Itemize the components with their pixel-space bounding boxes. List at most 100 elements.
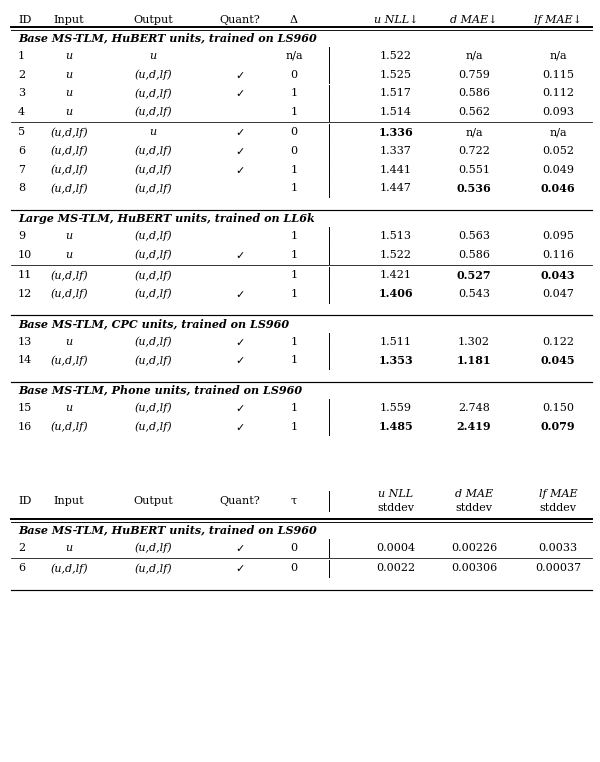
Text: $\checkmark$: $\checkmark$ — [235, 337, 245, 347]
Text: 1.441: 1.441 — [380, 165, 412, 174]
Text: $\checkmark$: $\checkmark$ — [235, 289, 245, 299]
Text: 2: 2 — [18, 69, 25, 79]
Text: 4: 4 — [18, 107, 25, 117]
Text: 1: 1 — [290, 421, 298, 431]
Text: 1: 1 — [290, 165, 298, 174]
Text: 0.046: 0.046 — [541, 183, 575, 194]
Text: 0.095: 0.095 — [542, 231, 574, 241]
Text: Δ: Δ — [290, 14, 298, 25]
Text: lf MAE↓: lf MAE↓ — [534, 14, 582, 25]
Text: 7: 7 — [18, 165, 25, 174]
Text: ID: ID — [18, 496, 31, 506]
Text: τ: τ — [291, 496, 297, 506]
Text: (u,d,lf): (u,d,lf) — [50, 183, 88, 194]
Text: 5: 5 — [18, 127, 25, 137]
Text: (u,d,lf): (u,d,lf) — [134, 421, 172, 432]
Text: lf MAE: lf MAE — [539, 489, 577, 499]
Text: u NLL↓: u NLL↓ — [374, 14, 418, 25]
Text: stddev: stddev — [455, 503, 493, 514]
Text: 0.0033: 0.0033 — [538, 543, 578, 553]
Text: Base MS-TLM, HuBERT units, trained on LS960: Base MS-TLM, HuBERT units, trained on LS… — [18, 33, 317, 43]
Text: (u,d,lf): (u,d,lf) — [134, 289, 172, 299]
Text: Quant?: Quant? — [220, 14, 260, 25]
Text: 1.514: 1.514 — [380, 107, 412, 117]
Text: (u,d,lf): (u,d,lf) — [134, 563, 172, 574]
Text: 8: 8 — [18, 184, 25, 194]
Text: 1.517: 1.517 — [380, 88, 412, 98]
Text: 0.586: 0.586 — [458, 88, 490, 98]
Text: $\checkmark$: $\checkmark$ — [235, 563, 245, 574]
Text: u: u — [149, 51, 157, 61]
Text: u NLL: u NLL — [379, 489, 413, 499]
Text: 0.722: 0.722 — [458, 146, 490, 156]
Text: 0.116: 0.116 — [542, 250, 574, 260]
Text: 0.543: 0.543 — [458, 289, 490, 299]
Text: stddev: stddev — [539, 503, 577, 514]
Text: 0.052: 0.052 — [542, 146, 574, 156]
Text: (u,d,lf): (u,d,lf) — [134, 107, 172, 117]
Text: 9: 9 — [18, 231, 25, 241]
Text: 1.522: 1.522 — [380, 250, 412, 260]
Text: (u,d,lf): (u,d,lf) — [134, 231, 172, 242]
Text: u: u — [65, 250, 73, 260]
Text: u: u — [65, 88, 73, 98]
Text: 0.563: 0.563 — [458, 231, 490, 241]
Text: 1: 1 — [290, 337, 298, 347]
Text: 1: 1 — [290, 271, 298, 280]
Text: 0.536: 0.536 — [457, 183, 491, 194]
Text: 0: 0 — [290, 563, 298, 574]
Text: u: u — [65, 69, 73, 79]
Text: u: u — [65, 403, 73, 413]
Text: u: u — [149, 127, 157, 137]
Text: (u,d,lf): (u,d,lf) — [134, 183, 172, 194]
Text: 1.447: 1.447 — [380, 184, 412, 194]
Text: u: u — [65, 337, 73, 347]
Text: 2.419: 2.419 — [457, 421, 491, 432]
Text: 0.079: 0.079 — [541, 421, 575, 432]
Text: 0.562: 0.562 — [458, 107, 490, 117]
Text: (u,d,lf): (u,d,lf) — [134, 402, 172, 413]
Text: (u,d,lf): (u,d,lf) — [50, 563, 88, 574]
Text: 0.112: 0.112 — [542, 88, 574, 98]
Text: u: u — [65, 543, 73, 553]
Text: 1: 1 — [290, 88, 298, 98]
Text: n/a: n/a — [549, 51, 567, 61]
Text: 0.0004: 0.0004 — [376, 543, 416, 553]
Text: Base MS-TLM, CPC units, trained on LS960: Base MS-TLM, CPC units, trained on LS960 — [18, 319, 289, 329]
Text: 12: 12 — [18, 289, 32, 299]
Text: (u,d,lf): (u,d,lf) — [50, 146, 88, 156]
Text: (u,d,lf): (u,d,lf) — [50, 421, 88, 432]
Text: 14: 14 — [18, 355, 32, 365]
Text: Input: Input — [53, 496, 85, 506]
Text: stddev: stddev — [377, 503, 415, 514]
Text: n/a: n/a — [549, 127, 567, 137]
Text: 0: 0 — [290, 146, 298, 156]
Text: (u,d,lf): (u,d,lf) — [134, 336, 172, 347]
Text: Output: Output — [133, 496, 173, 506]
Text: u: u — [65, 231, 73, 241]
Text: (u,d,lf): (u,d,lf) — [134, 146, 172, 156]
Text: 3: 3 — [18, 88, 25, 98]
Text: Large MS-TLM, HuBERT units, trained on LL6k: Large MS-TLM, HuBERT units, trained on L… — [18, 213, 315, 224]
Text: (u,d,lf): (u,d,lf) — [134, 355, 172, 366]
Text: (u,d,lf): (u,d,lf) — [50, 270, 88, 280]
Text: (u,d,lf): (u,d,lf) — [134, 69, 172, 80]
Text: 1.181: 1.181 — [457, 355, 491, 366]
Text: 0.049: 0.049 — [542, 165, 574, 174]
Text: 0.150: 0.150 — [542, 403, 574, 413]
Text: 1.337: 1.337 — [380, 146, 412, 156]
Text: 1.353: 1.353 — [379, 355, 413, 366]
Text: (u,d,lf): (u,d,lf) — [50, 355, 88, 366]
Text: 1.522: 1.522 — [380, 51, 412, 61]
Text: $\checkmark$: $\checkmark$ — [235, 146, 245, 156]
Text: (u,d,lf): (u,d,lf) — [134, 543, 172, 553]
Text: 1.485: 1.485 — [379, 421, 413, 432]
Text: 0.551: 0.551 — [458, 165, 490, 174]
Text: 0: 0 — [290, 127, 298, 137]
Text: d MAE↓: d MAE↓ — [450, 14, 498, 25]
Text: 1.302: 1.302 — [458, 337, 490, 347]
Text: 13: 13 — [18, 337, 32, 347]
Text: (u,d,lf): (u,d,lf) — [134, 88, 172, 98]
Text: n/a: n/a — [465, 127, 483, 137]
Text: 1: 1 — [290, 250, 298, 260]
